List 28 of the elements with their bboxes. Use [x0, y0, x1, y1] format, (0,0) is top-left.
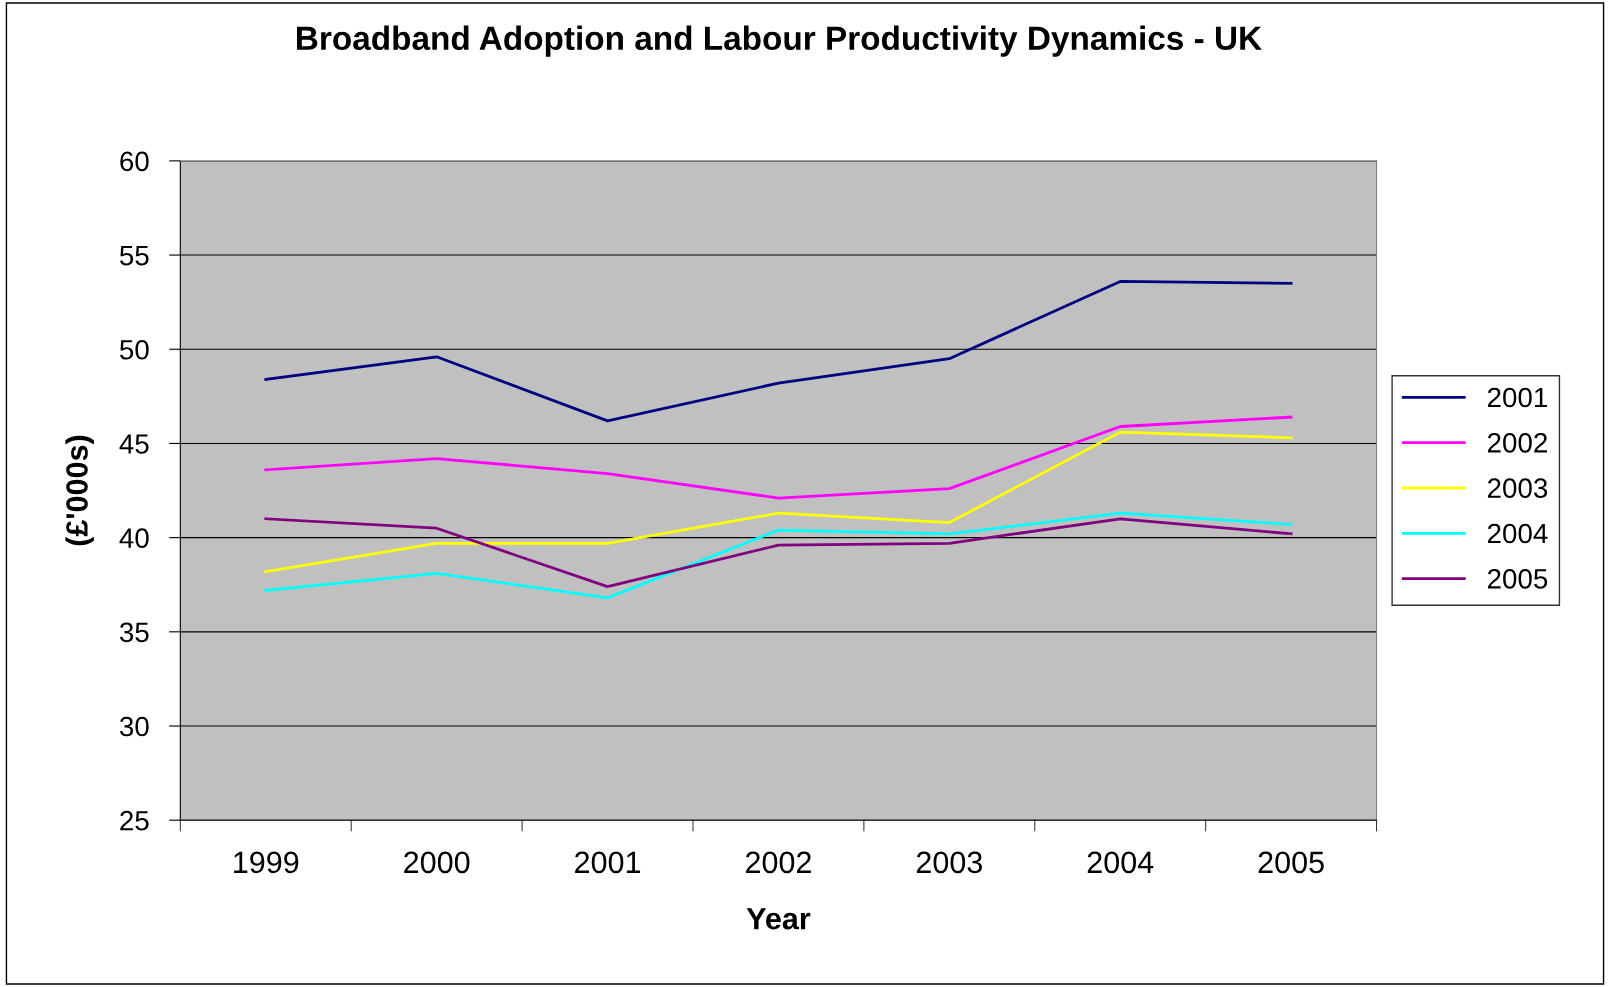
y-tick-label: 35 — [119, 622, 149, 643]
y-tick-label: 25 — [120, 810, 149, 831]
line-series — [264, 430, 1293, 573]
legend-label: 2005 — [1487, 569, 1548, 589]
legend-label: 2003 — [1487, 478, 1548, 498]
line-series — [264, 511, 1293, 600]
y-tick-label: 40 — [119, 528, 149, 548]
chart-title: Broadband Adoption and Labour Productivity Dynamics - UK — [297, 25, 1262, 57]
line-series — [264, 415, 1293, 500]
x-tick-label: 2002 — [745, 851, 811, 874]
line-series — [264, 280, 1293, 423]
y-tick-label: 30 — [119, 716, 149, 737]
y-tick-label: 55 — [119, 246, 149, 266]
x-tick-label: 2003 — [916, 851, 982, 874]
legend-label: 2002 — [1487, 432, 1547, 453]
x-tick-label: 2000 — [404, 851, 470, 874]
y-axis-title: (£'000s) — [65, 435, 94, 546]
line-series — [264, 517, 1293, 588]
x-axis-title: Year — [746, 908, 811, 930]
y-tick-label: 45 — [119, 434, 149, 454]
x-tick-label: 1999 — [234, 851, 299, 874]
legend-label: 2001 — [1487, 387, 1547, 408]
legend-label: 2004 — [1487, 523, 1548, 544]
y-tick-label: 60 — [120, 151, 149, 172]
y-tick-label: 50 — [119, 339, 149, 360]
x-tick-label: 2004 — [1087, 851, 1154, 874]
x-tick-label: 2001 — [575, 851, 641, 874]
x-tick-label: 2005 — [1258, 851, 1324, 874]
